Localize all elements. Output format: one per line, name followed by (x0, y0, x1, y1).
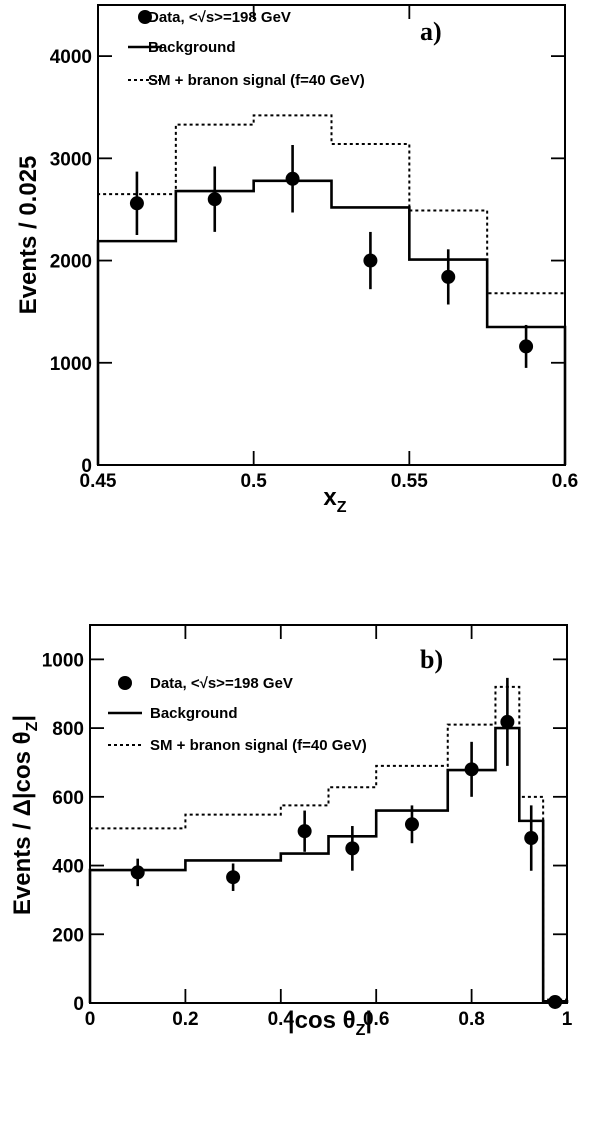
data-point (345, 841, 360, 856)
series-background (88, 726, 569, 1003)
x-tick-label: 0.45 (80, 471, 117, 492)
legend-label: Background (150, 705, 238, 722)
data-point (548, 994, 563, 1009)
data-point (129, 196, 144, 211)
x-axis-label: |cos θZ| (288, 1007, 372, 1039)
y-axis-label: Events / 0.025 (15, 156, 42, 315)
y-tick-label: 800 (52, 719, 84, 740)
x-tick-label: 0.55 (391, 471, 428, 492)
data-point (464, 762, 479, 777)
x-tick-label: 0.2 (172, 1009, 198, 1030)
y-tick-label: 1000 (50, 354, 92, 375)
data-point (226, 870, 241, 885)
legend-label: Background (148, 39, 236, 56)
data-point (441, 269, 456, 284)
data-point (519, 339, 534, 354)
y-tick-label: 0 (81, 456, 92, 477)
x-axis-label: xZ (323, 484, 346, 516)
x-tick-label: 0.4 (268, 1009, 295, 1030)
data-point (297, 824, 312, 839)
data-point (285, 171, 300, 186)
y-tick-label: 200 (52, 925, 84, 946)
y-tick-label: 400 (52, 857, 84, 878)
x-tick-label: 0.8 (458, 1009, 484, 1030)
legend-label: Data, <√s>=198 GeV (150, 675, 293, 692)
data-point (404, 817, 419, 832)
legend-marker-data (118, 676, 132, 690)
series-background (96, 179, 567, 465)
data-point (524, 831, 539, 846)
legend: Data, <√s>=198 GeV Background SM + branon … (128, 9, 365, 89)
y-tick-label: 3000 (50, 149, 92, 170)
y-axis-label: Events / Δ|cos θZ| (9, 715, 41, 915)
x-tick-label: 1 (562, 1009, 573, 1030)
panel-label: a) (420, 17, 442, 46)
x-tick-label: 0 (85, 1009, 96, 1030)
y-tick-label: 4000 (50, 47, 92, 68)
chart-panel-b: 0 0.2 0.4 0.6 0.8 1 0 200 400 600 800 1000 b) Data, <… (9, 624, 573, 1039)
legend-label: Data, <√s>=198 GeV (148, 9, 291, 26)
x-tick-label: 0.5 (240, 471, 267, 492)
panel-label: b) (420, 645, 443, 674)
x-tick-label: 0.6 (363, 1009, 389, 1030)
data-point (207, 192, 222, 207)
series-signal (97, 114, 566, 465)
legend: Data, <√s>=198 GeV Background SM + branon … (108, 675, 367, 754)
y-tick-label: 2000 (50, 252, 92, 273)
data-point (500, 714, 515, 729)
y-tick-label: 600 (52, 788, 84, 809)
chart-panel-a: 0.45 0.5 0.55 0.6 0 1000 2000 3000 4000 a) Data, <… (15, 4, 578, 516)
legend-label: SM + branon signal (f=40 GeV) (150, 737, 367, 754)
series-signal (89, 685, 568, 1003)
data-point (363, 253, 378, 268)
plot-frame (89, 624, 568, 1004)
legend-label: SM + branon signal (f=40 GeV) (148, 72, 365, 89)
data-point (130, 865, 145, 880)
y-tick-label: 1000 (42, 650, 84, 671)
y-tick-label: 0 (73, 994, 84, 1015)
legend-marker-data (138, 10, 152, 24)
x-tick-label: 0.6 (552, 471, 578, 492)
